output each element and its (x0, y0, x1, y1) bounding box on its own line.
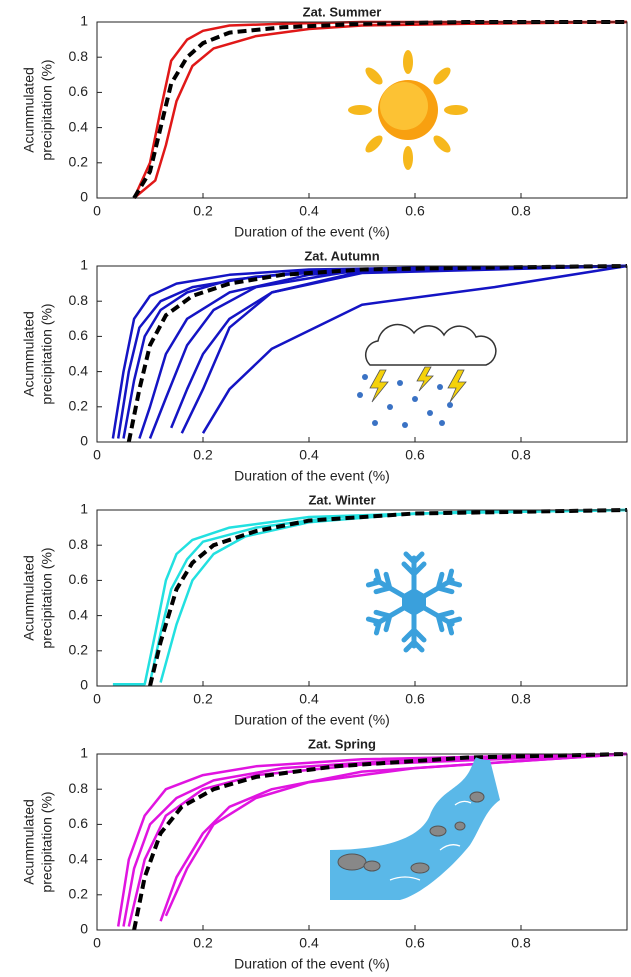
series-line (180, 264, 628, 434)
x-tick-label: 0 (93, 203, 101, 219)
y-tick-label: 0.2 (69, 398, 89, 414)
y-axis-label: Acummulated (21, 311, 37, 397)
axes-box (96, 509, 628, 687)
x-tick-label: 0.4 (299, 203, 319, 219)
series-line (159, 508, 628, 683)
x-tick-label: 0.8 (511, 935, 531, 951)
x-tick-label: 0.2 (193, 203, 213, 219)
y-tick-label: 0.8 (69, 780, 89, 796)
axes-box (96, 21, 628, 199)
y-tick-label: 0.6 (69, 571, 89, 587)
series-line (148, 508, 628, 687)
x-tick-label: 0.8 (511, 447, 531, 463)
x-tick-label: 0 (93, 935, 101, 951)
y-tick-label: 1 (80, 501, 88, 517)
panel: 0 0.2 0.4 0.6 0.8 1 0 0.2 0.4 0.6 0.8 Zat. Summer Du… (21, 4, 628, 240)
y-tick-label: 0.6 (69, 327, 89, 343)
y-tick-label: 0 (80, 921, 88, 937)
y-tick-label: 0.6 (69, 815, 89, 831)
y-tick-label: 0.8 (69, 536, 89, 552)
plot-area (97, 754, 627, 930)
y-axis-label: precipitation (%) (39, 547, 55, 648)
x-axis-label: Duration of the event (%) (234, 224, 390, 240)
y-tick-label: 1 (80, 257, 88, 273)
y-tick-label: 0.8 (69, 292, 89, 308)
x-tick-label: 0.6 (405, 935, 425, 951)
y-tick-label: 0.2 (69, 642, 89, 658)
y-tick-label: 0.2 (69, 886, 89, 902)
series-line (132, 20, 627, 200)
x-axis-label: Duration of the event (%) (234, 468, 390, 484)
series-line (201, 264, 628, 434)
x-tick-label: 0.6 (405, 447, 425, 463)
x-tick-label: 0 (93, 447, 101, 463)
x-tick-label: 0.2 (193, 447, 213, 463)
y-tick-label: 0 (80, 677, 88, 693)
y-axis-label: precipitation (%) (39, 303, 55, 404)
y-tick-label: 0.6 (69, 83, 89, 99)
x-tick-label: 0.4 (299, 691, 319, 707)
x-tick-label: 0.6 (405, 691, 425, 707)
y-tick-label: 0 (80, 189, 88, 205)
x-tick-label: 0.8 (511, 203, 531, 219)
y-axis-label: Acummulated (21, 67, 37, 153)
storm-icon (357, 323, 497, 428)
y-tick-label: 0.4 (69, 850, 89, 866)
panel: 0 0.2 0.4 0.6 0.8 1 0 0.2 0.4 0.6 0.8 Zat. Autumn Du… (21, 248, 628, 484)
x-tick-label: 0.8 (511, 691, 531, 707)
x-axis-label: Duration of the event (%) (234, 712, 390, 728)
y-tick-label: 1 (80, 745, 88, 761)
x-tick-label: 0 (93, 691, 101, 707)
axes-box (96, 753, 628, 931)
x-axis-label: Duration of the event (%) (234, 956, 390, 972)
chart-title: Zat. Spring (308, 736, 376, 751)
x-tick-label: 0.6 (405, 203, 425, 219)
y-tick-label: 1 (80, 13, 88, 29)
plot-area (97, 510, 627, 686)
y-tick-label: 0 (80, 433, 88, 449)
x-tick-label: 0.2 (193, 691, 213, 707)
y-tick-label: 0.4 (69, 118, 89, 134)
sun-icon (348, 50, 468, 170)
y-tick-label: 0.2 (69, 154, 89, 170)
series-line (132, 752, 628, 931)
y-axis-label: precipitation (%) (39, 59, 55, 160)
river-icon (330, 757, 500, 900)
chart-title: Zat. Summer (303, 4, 382, 19)
y-axis-label: precipitation (%) (39, 791, 55, 892)
plot-area (97, 266, 627, 442)
series-line (126, 264, 628, 443)
snowflake-icon (367, 551, 460, 650)
x-tick-label: 0.4 (299, 447, 319, 463)
series-line (127, 752, 628, 927)
panel: 0 0.2 0.4 0.6 0.8 1 0 0.2 0.4 0.6 0.8 Zat. Spring Du… (21, 736, 628, 972)
chart-title: Zat. Autumn (304, 248, 379, 263)
y-tick-label: 0.4 (69, 362, 89, 378)
y-axis-label: Acummulated (21, 555, 37, 641)
x-tick-label: 0.2 (193, 935, 213, 951)
panel: 0 0.2 0.4 0.6 0.8 1 0 0.2 0.4 0.6 0.8 Zat. Winter Du… (21, 492, 628, 728)
chart-title: Zat. Winter (308, 492, 375, 507)
axes-box (96, 265, 628, 443)
x-tick-label: 0.4 (299, 935, 319, 951)
y-tick-label: 0.8 (69, 48, 89, 64)
y-tick-label: 0.4 (69, 606, 89, 622)
y-axis-label: Acummulated (21, 799, 37, 885)
series-line (164, 752, 628, 917)
